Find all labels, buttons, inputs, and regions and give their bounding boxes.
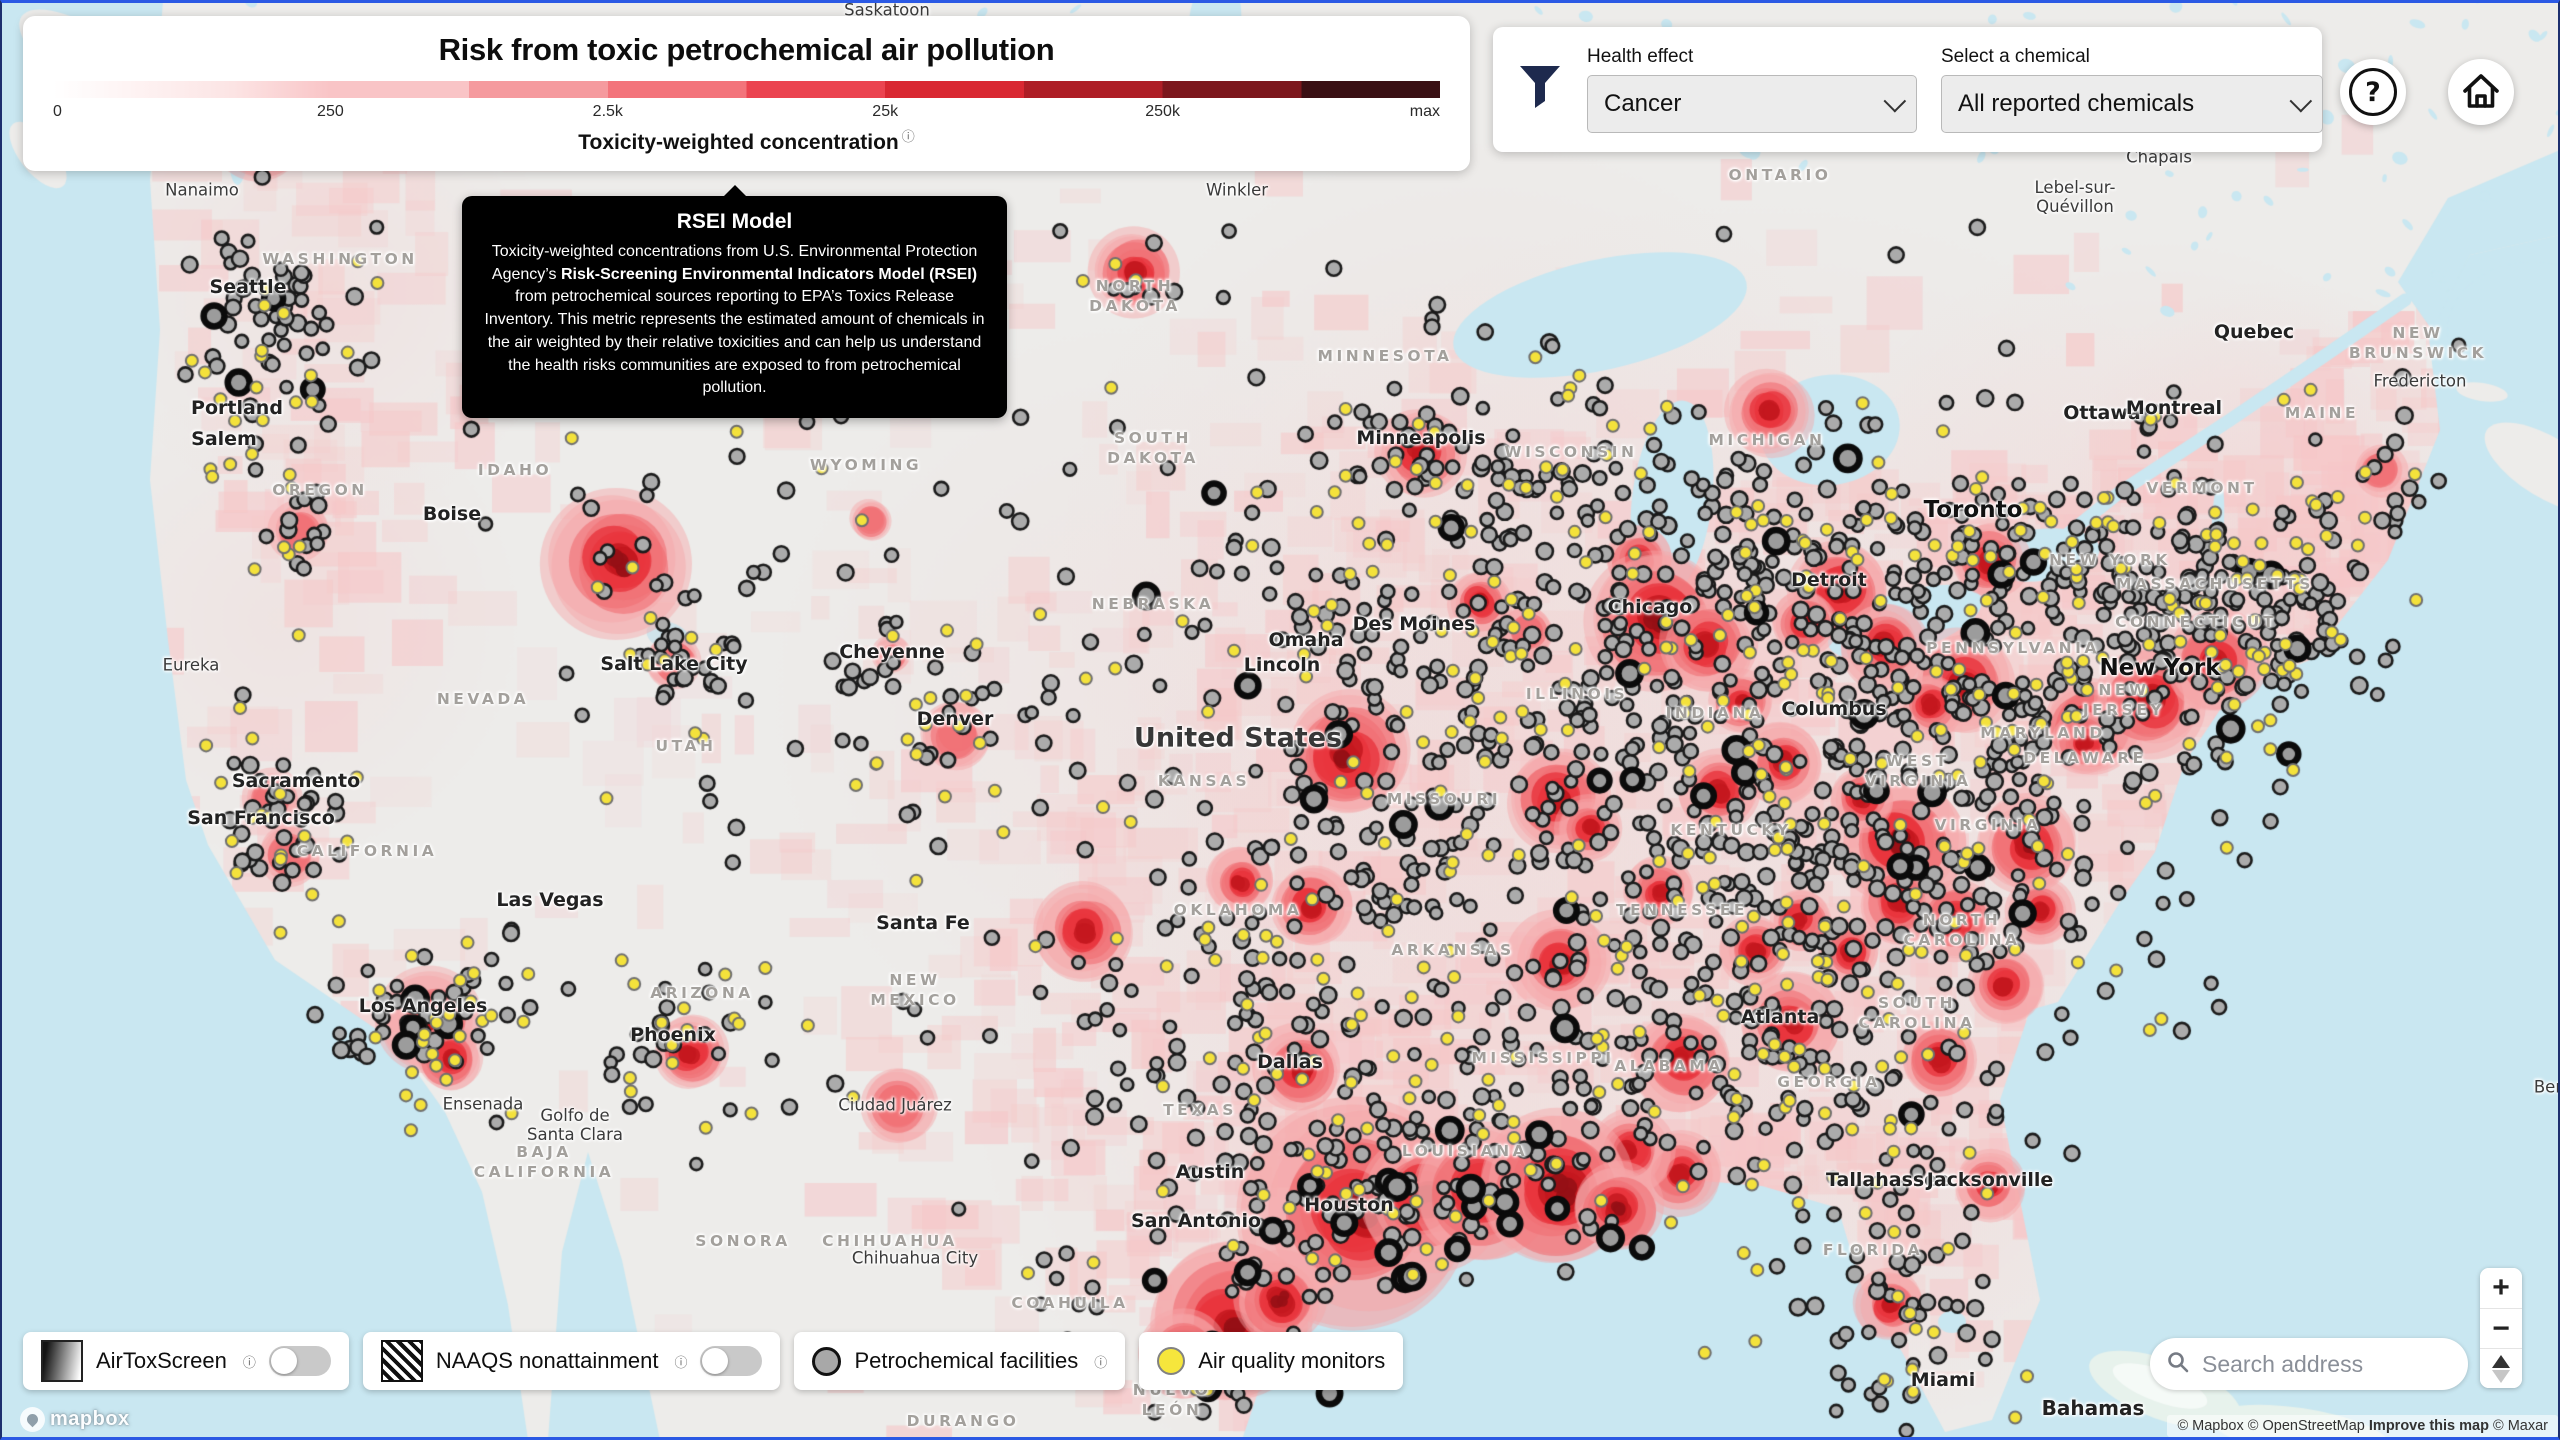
search-icon [2166,1350,2190,1379]
home-icon [2460,71,2502,114]
health-effect-select[interactable]: Cancer [1587,75,1917,133]
map-zoom-controls: + − [2480,1268,2522,1388]
legend-title: Risk from toxic petrochemical air pollut… [438,32,1055,67]
legend-caption-text: Toxicity-weighted concentration [578,131,899,154]
legend-tick: 25k [872,103,899,120]
legend-ticks: 0 250 2.5k 25k 250k max [53,103,1440,123]
layer-chip-naaqs-nonattainment[interactable]: NAAQS nonattainment ⓘ [362,1332,781,1390]
legend-tick: 250k [1145,103,1180,120]
filter-funnel-icon [1517,62,1563,117]
monitor-swatch-icon [1157,1347,1186,1375]
search-address-input[interactable]: Search address [2150,1338,2468,1390]
map-attribution: © Mapbox © OpenStreetMap Improve this ma… [2167,1415,2558,1437]
info-icon[interactable]: ⓘ [1094,1354,1108,1370]
layer-chip-air-quality-monitors[interactable]: Air quality monitors [1139,1332,1404,1390]
legend-tick: max [1409,103,1440,120]
layer-toggle-naaqs-nonattainment[interactable] [700,1346,763,1376]
compass-button[interactable] [2480,1348,2522,1388]
help-button[interactable]: ? [2340,59,2406,125]
mapbox-logo[interactable]: mapbox [20,1407,130,1432]
question-mark-icon: ? [2349,68,2397,116]
layer-chip-label: Air quality monitors [1198,1348,1386,1373]
chevron-down-icon [2289,89,2313,113]
mapbox-pin-icon [20,1407,45,1432]
search-placeholder: Search address [2202,1350,2364,1377]
rsei-tooltip: RSEI Model Toxicity-weighted concentrati… [462,185,1007,419]
layer-chip-label: Petrochemical facilities [854,1348,1079,1373]
layer-chip-label: NAAQS nonattainment [435,1348,659,1373]
hatch-swatch-icon [380,1340,423,1382]
facility-swatch-icon [812,1346,842,1376]
tooltip-body: Toxicity-weighted concentrations from U.… [484,243,985,397]
attribution-improve-link[interactable]: Improve this map [2368,1418,2489,1434]
info-icon[interactable]: ⓘ [674,1354,688,1370]
legend-tick: 250 [317,103,344,120]
info-icon[interactable]: ⓘ [901,129,915,144]
gradient-swatch-icon [41,1340,83,1382]
legend-gradient-bar [53,81,1440,98]
health-effect-value: Cancer [1604,90,1682,117]
compass-icon [2492,1354,2510,1368]
health-effect-label: Health effect [1587,46,1694,67]
legend-caption: Toxicity-weighted concentration ⓘ [23,126,1470,155]
tooltip-title: RSEI Model [676,210,793,233]
mapbox-wordmark: mapbox [50,1408,130,1430]
layer-chip-airtoxscreen[interactable]: AirToxScreen ⓘ [23,1332,349,1390]
layer-toggle-airtoxscreen[interactable] [268,1346,331,1376]
chemical-value: All reported chemicals [1958,90,2195,117]
info-icon[interactable]: ⓘ [242,1354,256,1370]
attribution-osm[interactable]: © OpenStreetMap [2247,1418,2365,1434]
zoom-out-button[interactable]: − [2480,1308,2522,1348]
legend-tick: 2.5k [592,103,623,120]
zoom-in-button[interactable]: + [2480,1268,2522,1308]
tooltip-caret [722,185,747,197]
home-button[interactable] [2448,59,2514,125]
legend-tick: 0 [53,103,62,120]
layer-chip-label: AirToxScreen [96,1348,227,1373]
layer-chip-petrochemical-facilities[interactable]: Petrochemical facilities ⓘ [794,1332,1126,1390]
legend-panel: Risk from toxic petrochemical air pollut… [23,16,1470,171]
chemical-label: Select a chemical [1941,46,2090,67]
chevron-down-icon [1883,89,1907,113]
attribution-maxar[interactable]: © Maxar [2493,1418,2548,1434]
layer-chip-row: AirToxScreen ⓘ NAAQS nonattainment ⓘ Petroch… [23,1332,1404,1390]
attribution-mapbox[interactable]: © Mapbox [2177,1418,2244,1434]
filter-panel: Health effect Cancer Select a chemical A… [1493,27,2323,152]
chemical-select[interactable]: All reported chemicals [1941,75,2323,133]
